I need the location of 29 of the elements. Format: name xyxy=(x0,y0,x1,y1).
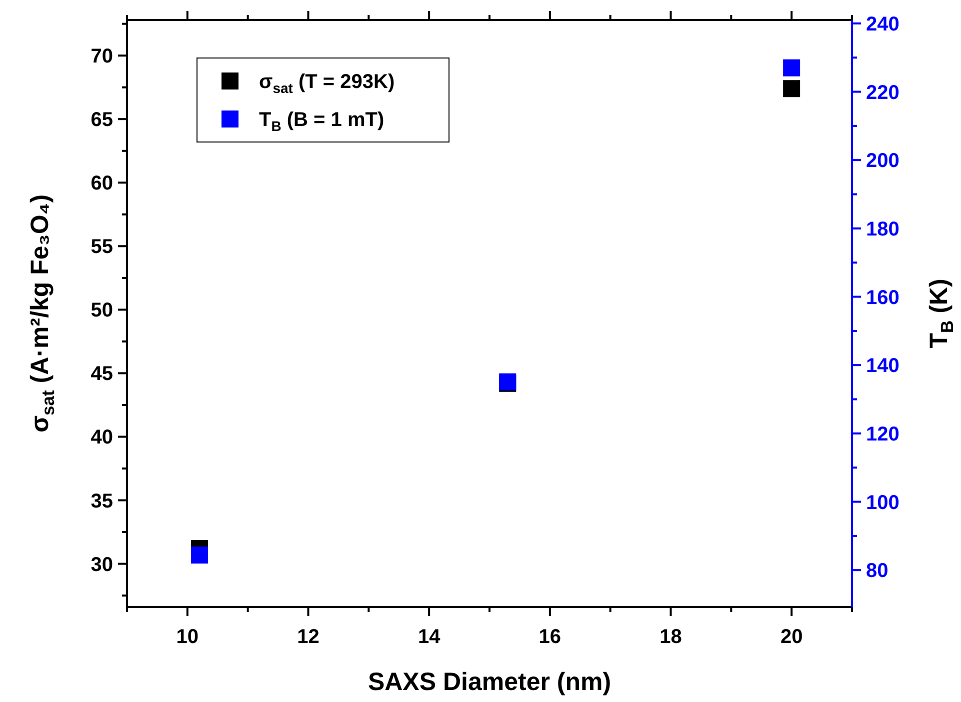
legend-label: T$_{B}$ (B = 1 mT) xyxy=(259,109,384,134)
x-tick-label: 20 xyxy=(780,626,803,648)
y-tick-label: 60 xyxy=(90,172,113,195)
y-tick-label: 40 xyxy=(90,426,113,449)
x-axis-title: SAXS Diameter (nm) xyxy=(368,668,612,696)
y2-tick-label: 120 xyxy=(866,423,900,446)
y-tick-label: 50 xyxy=(90,300,113,322)
legend-label: σ$_{sat}$ (T = 293K) xyxy=(259,71,395,96)
x-tick-label: 16 xyxy=(538,626,562,648)
y2-tick-label: 100 xyxy=(866,492,900,514)
y2-tick-label: 180 xyxy=(866,218,900,240)
y-tick-label: 30 xyxy=(90,554,113,576)
y-tick-label: 55 xyxy=(90,236,113,258)
point xyxy=(191,546,208,564)
x-tick-label: 18 xyxy=(660,626,682,648)
y-tick-label: 70 xyxy=(90,46,113,68)
x-tick-label: 10 xyxy=(176,626,199,648)
x-tick-label: 12 xyxy=(297,626,320,648)
x-tick-label: 14 xyxy=(418,626,442,648)
y2-tick-label: 200 xyxy=(866,150,900,172)
point xyxy=(783,59,800,76)
y2-tick-label: 220 xyxy=(866,82,900,104)
y2-tick-label: 160 xyxy=(866,286,900,309)
y-tick-label: 35 xyxy=(90,490,113,512)
y-tick-label: 45 xyxy=(90,363,113,386)
y2-tick-label: 240 xyxy=(866,13,900,36)
y2-tick-label: 80 xyxy=(866,560,888,582)
y2-tick-label: 140 xyxy=(866,355,900,378)
y-tick-label: 65 xyxy=(90,109,113,132)
